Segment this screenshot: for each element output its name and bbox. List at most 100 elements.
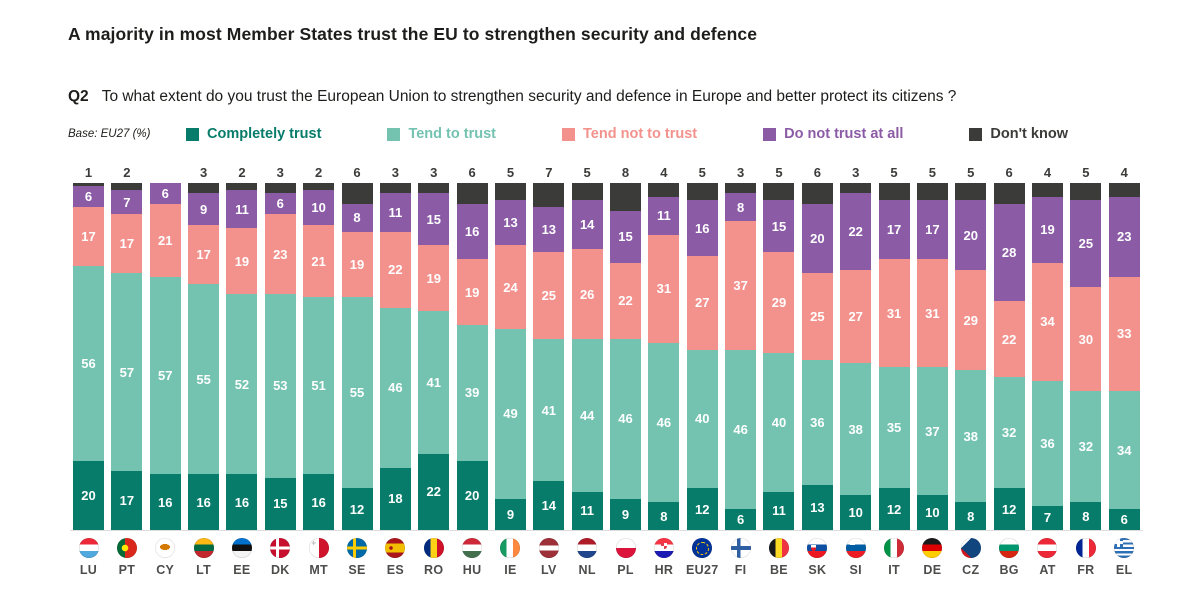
- segment-value-label: 11: [235, 201, 249, 217]
- segment-tend-not-to-trust: 22: [993, 300, 1025, 378]
- segment-completely-trust: 10: [840, 495, 872, 530]
- bar-columns: 1 6 17 56 20 LU 2 7 17 57 17 PT 6 21 57 16 CY 3 9 17 55 16 LT 2…: [73, 165, 1140, 577]
- segment-value-label: 57: [157, 368, 173, 384]
- segment-dont-know: [226, 183, 258, 190]
- bar-column-cz: 5 20 29 38 8 CZ: [955, 165, 987, 577]
- segment-tend-not-to-trust: 19: [456, 259, 488, 326]
- dont-know-value-label: 4: [1043, 165, 1052, 180]
- segment-value-label: 37: [925, 423, 940, 439]
- segment-do-not-trust-at-all: 23: [1108, 196, 1140, 277]
- segment-tend-not-to-trust: 22: [379, 231, 411, 308]
- segment-completely-trust: 17: [111, 470, 143, 530]
- segment-tend-not-to-trust: 17: [73, 207, 104, 267]
- stacked-bar-cy: 6 21 57 16: [149, 183, 181, 530]
- segment-tend-not-to-trust: 29: [763, 252, 795, 354]
- segment-tend-not-to-trust: 31: [878, 259, 910, 367]
- segment-tend-not-to-trust: 30: [1070, 287, 1102, 392]
- flag-sk-icon: [807, 538, 828, 558]
- stacked-bar-es: 11 22 46 18: [379, 183, 411, 530]
- segment-tend-to-trust: 41: [418, 311, 450, 454]
- segment-do-not-trust-at-all: 19: [1031, 196, 1063, 263]
- country-code-label: IT: [888, 563, 900, 577]
- dont-know-value-label: 6: [353, 165, 361, 180]
- flag-mt-icon: [308, 538, 329, 558]
- question-number: Q2: [68, 88, 89, 105]
- country-code-label: AT: [1039, 563, 1056, 577]
- segment-completely-trust: 10: [916, 495, 948, 530]
- segment-tend-to-trust: 49: [494, 328, 526, 499]
- segment-value-label: 28: [1001, 244, 1017, 260]
- segment-value-label: 7: [1043, 510, 1052, 526]
- segment-completely-trust: 15: [264, 477, 296, 530]
- segment-value-label: 22: [426, 484, 441, 500]
- segment-completely-trust: 12: [993, 488, 1025, 530]
- segment-value-label: 17: [119, 492, 135, 508]
- segment-dont-know: [188, 183, 220, 194]
- dont-know-swatch-icon: [969, 127, 983, 141]
- segment-value-label: 30: [1078, 331, 1094, 347]
- bar-column-lu: 1 6 17 56 20 LU: [73, 165, 104, 577]
- country-code-label: SI: [849, 563, 862, 577]
- segment-value-label: 52: [234, 376, 250, 392]
- stacked-bar-lu: 6 17 56 20: [73, 183, 104, 530]
- stacked-bar-nl: 14 26 44 11: [571, 183, 603, 530]
- segment-value-label: 17: [886, 222, 902, 238]
- legend-label: Don't know: [990, 126, 1068, 142]
- segment-value-label: 23: [1116, 229, 1132, 245]
- country-code-label: SE: [348, 563, 366, 577]
- segment-completely-trust: 18: [379, 467, 411, 530]
- dont-know-value-label: 5: [890, 165, 898, 180]
- stacked-bar-at: 19 34 36 7: [1031, 183, 1063, 530]
- segment-tend-not-to-trust: 23: [264, 214, 296, 295]
- segment-value-label: 46: [656, 414, 672, 430]
- segment-value-label: 18: [388, 491, 403, 507]
- segment-tend-not-to-trust: 19: [341, 231, 373, 298]
- segment-value-label: 32: [1001, 425, 1017, 441]
- bar-column-ro: 3 15 19 41 22 RO: [418, 165, 450, 577]
- flag-cz-icon: [960, 538, 981, 558]
- segment-dont-know: [264, 183, 296, 194]
- stacked-bar-se: 8 19 55 12: [341, 183, 373, 530]
- segment-dont-know: [686, 183, 718, 201]
- segment-value-label: 12: [1001, 501, 1017, 517]
- country-code-label: LT: [196, 563, 212, 577]
- segment-value-label: 20: [464, 487, 480, 503]
- segment-tend-to-trust: 46: [725, 349, 757, 510]
- segment-completely-trust: 12: [686, 488, 718, 530]
- segment-value-label: 16: [464, 224, 480, 240]
- segment-tend-not-to-trust: 17: [111, 214, 143, 274]
- segment-tend-not-to-trust: 26: [571, 248, 603, 340]
- flag-at-icon: [1037, 538, 1058, 558]
- segment-value-label: 20: [963, 227, 978, 243]
- segment-dont-know: [533, 183, 565, 208]
- segment-value-label: 46: [388, 380, 403, 396]
- segment-value-label: 9: [621, 506, 630, 522]
- legend-label: Do not trust at all: [784, 126, 904, 142]
- bar-column-se: 6 8 19 55 12 SE: [341, 165, 373, 577]
- dont-know-value-label: 4: [1120, 165, 1128, 180]
- stacked-bar-sk: 20 25 36 13: [801, 183, 833, 530]
- country-code-label: IE: [504, 563, 517, 577]
- segment-tend-to-trust: 38: [840, 363, 872, 496]
- segment-dont-know: [1070, 183, 1102, 201]
- country-code-label: PL: [617, 563, 634, 577]
- dont-know-value-label: 3: [852, 165, 860, 180]
- segment-value-label: 17: [119, 236, 135, 252]
- segment-do-not-trust-at-all: 17: [878, 200, 910, 260]
- segment-value-label: 53: [273, 378, 288, 394]
- dont-know-value-label: 6: [813, 165, 821, 180]
- segment-value-label: 16: [311, 494, 326, 510]
- dont-know-value-label: 2: [315, 165, 323, 180]
- flag-fr-icon: [1075, 538, 1096, 558]
- flag-it-icon: [884, 538, 905, 558]
- segment-tend-not-to-trust: 31: [648, 235, 680, 343]
- bar-column-eu27: 5 16 27 40 12 EU27: [686, 165, 718, 577]
- dont-know-value-label: 3: [430, 165, 438, 180]
- segment-do-not-trust-at-all: 16: [456, 203, 488, 260]
- segment-value-label: 11: [772, 503, 786, 519]
- segment-value-label: 31: [656, 281, 672, 297]
- stacked-bar-ee: 11 19 52 16: [226, 183, 258, 530]
- segment-do-not-trust-at-all: 8: [725, 193, 757, 222]
- segment-value-label: 22: [1001, 331, 1017, 347]
- stacked-bar-hr: 11 31 46 8: [648, 183, 680, 530]
